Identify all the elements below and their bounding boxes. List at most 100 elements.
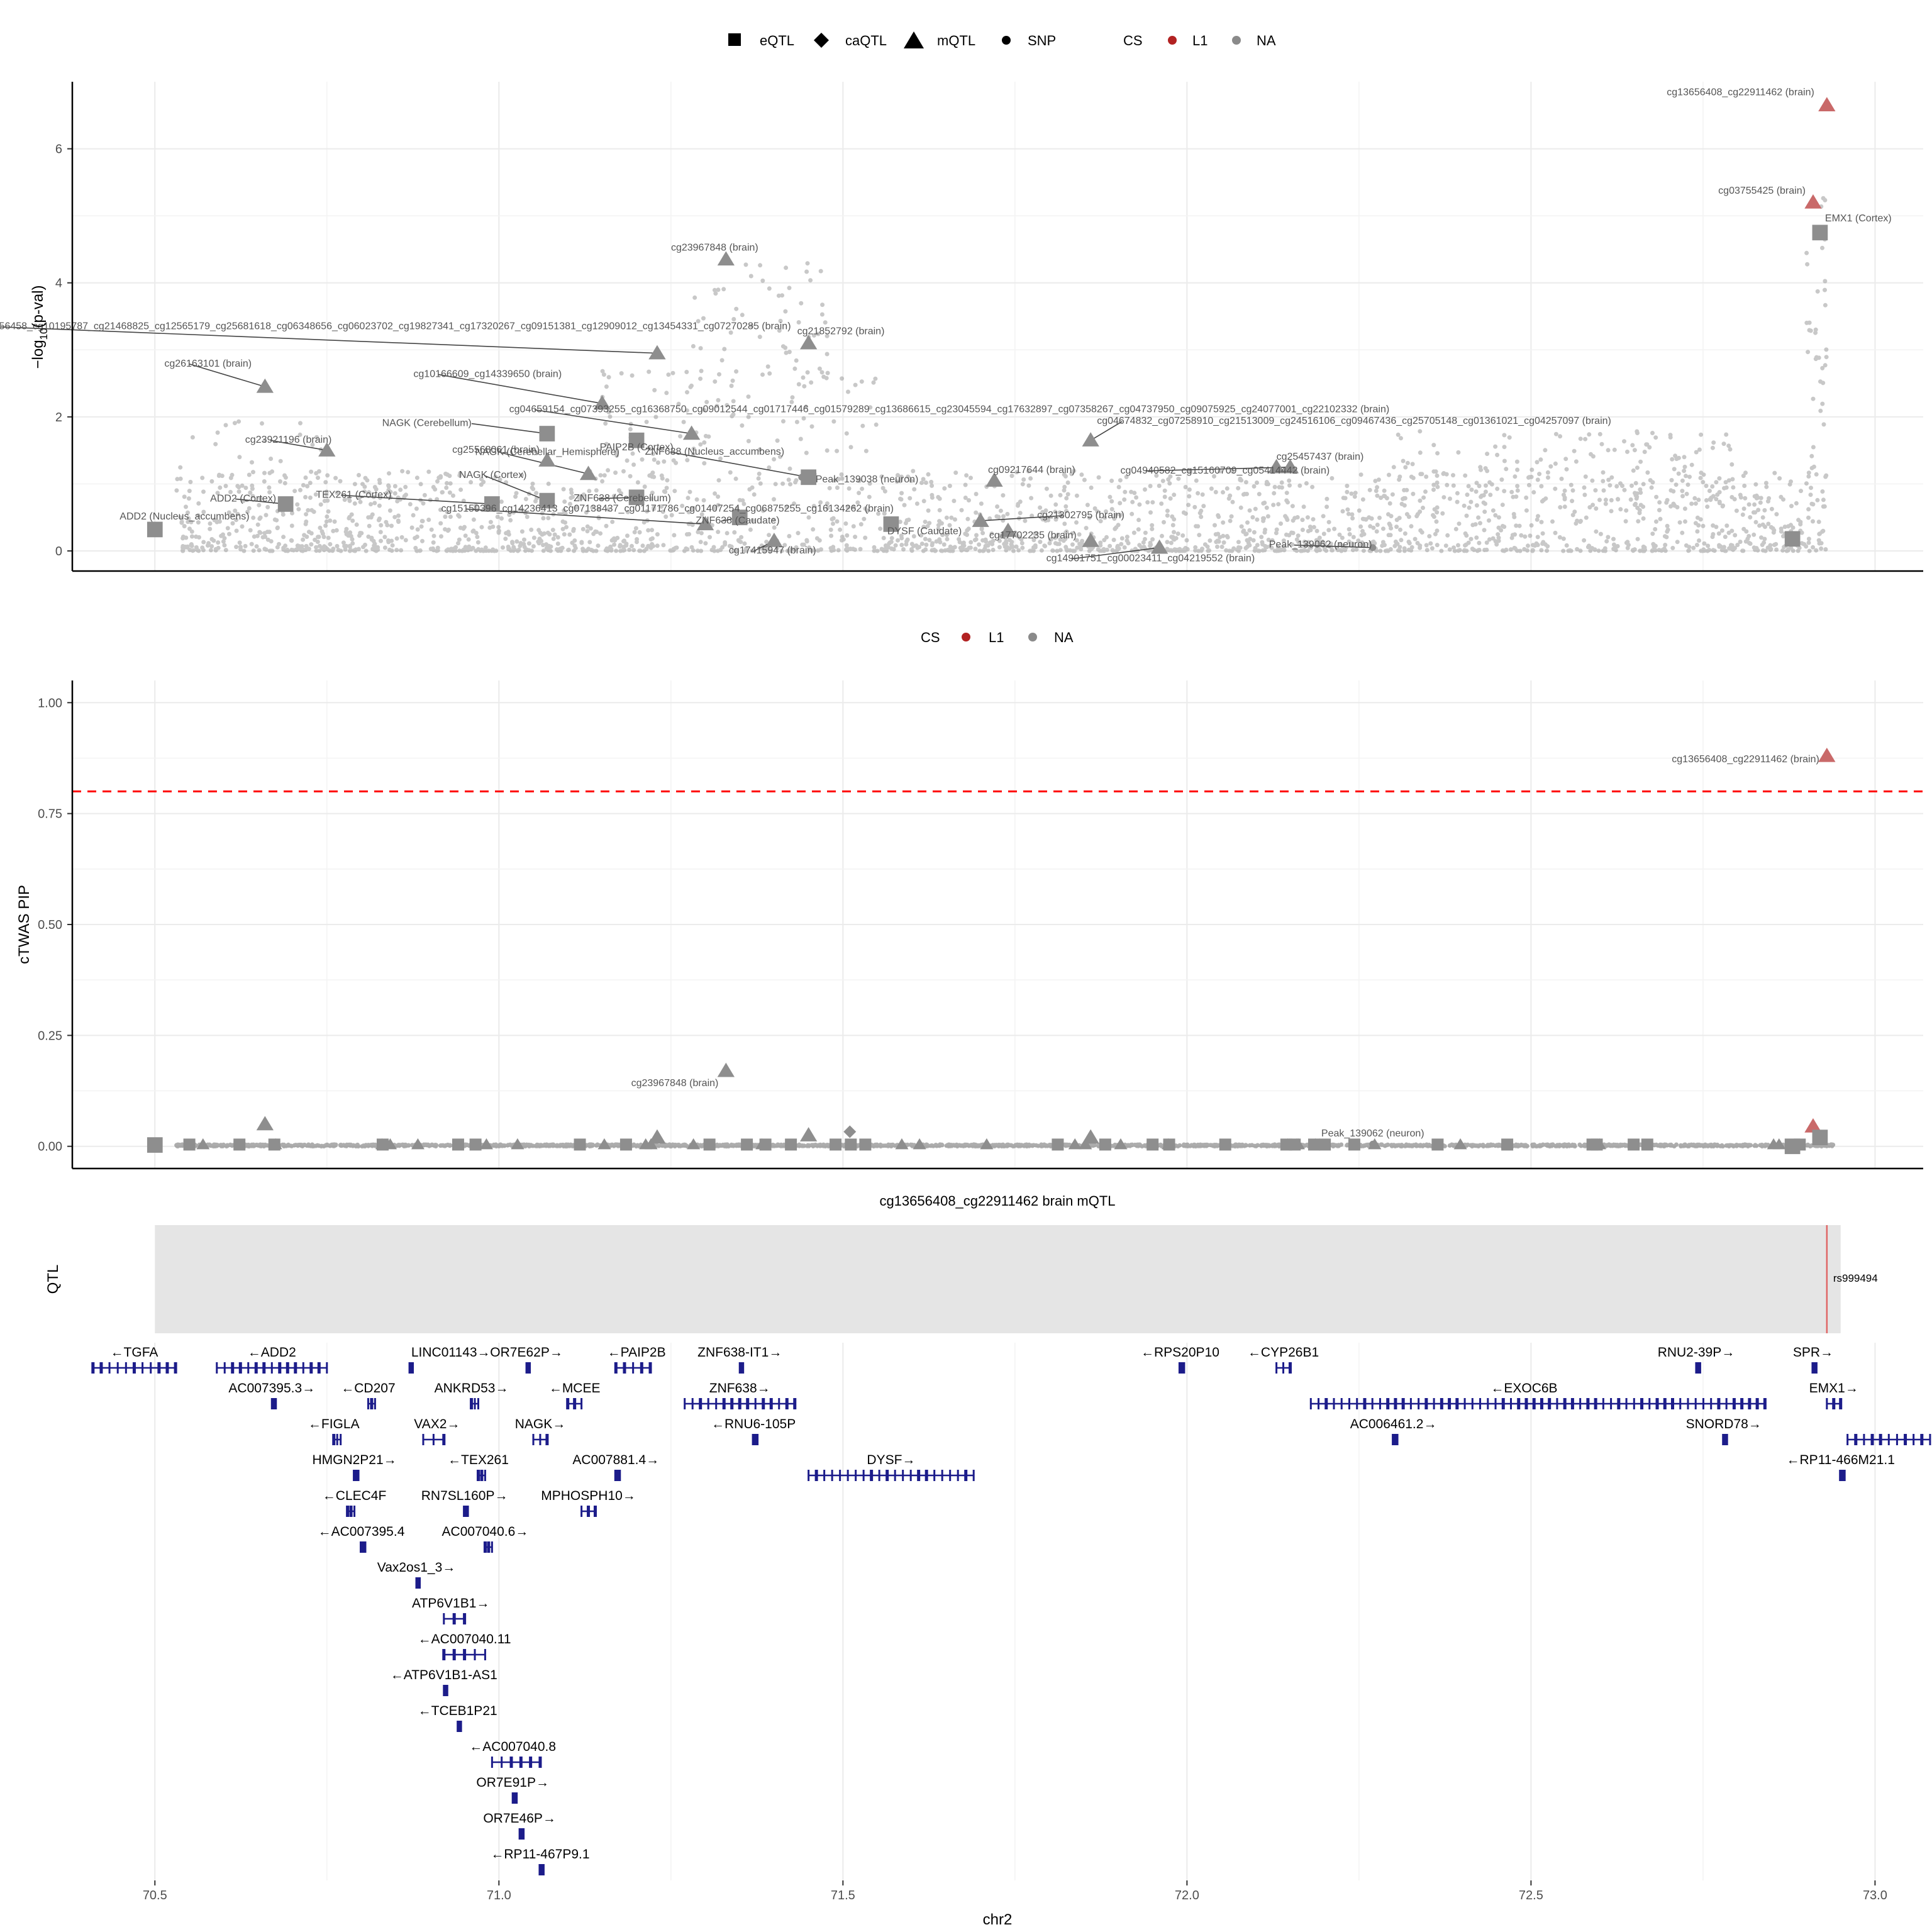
pip-baseline-marker xyxy=(479,1138,493,1150)
gene-exon xyxy=(460,1721,462,1732)
gene-exon xyxy=(1471,1398,1474,1409)
gene-exon xyxy=(336,1434,338,1445)
gene-exon xyxy=(254,1362,258,1374)
gene-exon xyxy=(1763,1398,1767,1409)
gene-exon xyxy=(839,1470,841,1481)
association-point-label: NAGK (Cortex) xyxy=(459,470,527,480)
gene-exon xyxy=(270,1398,273,1409)
pip-baseline-marker xyxy=(411,1138,425,1150)
gene-exon xyxy=(415,1577,418,1589)
gene-label: ←RPS20P10 xyxy=(1141,1345,1219,1360)
gene-exon xyxy=(1617,1398,1621,1409)
gene-feature: ←CD207 xyxy=(341,1381,396,1409)
association-point-label: DYSF (Caudate) xyxy=(887,526,962,536)
gene-label: OR7E62P→ xyxy=(490,1345,563,1360)
gene-exon xyxy=(618,1470,621,1481)
y-tick-label: 6 xyxy=(55,143,62,157)
gene-exon xyxy=(566,1398,570,1409)
gene-exon xyxy=(778,1398,780,1409)
association-point-label: cg04674832_cg07258910_cg21513009_cg24516… xyxy=(1097,416,1611,426)
pip-baseline-marker xyxy=(469,1138,482,1151)
gene-label: HMGN2P21→ xyxy=(312,1453,396,1467)
gene-exon xyxy=(150,1362,152,1374)
gene-exon xyxy=(417,1577,419,1589)
gene-feature: AC007395.3→ xyxy=(228,1381,315,1409)
association-point-triangle xyxy=(799,335,818,350)
gene-exon xyxy=(418,1577,421,1589)
gene-exon xyxy=(1409,1398,1412,1409)
gene-exon xyxy=(353,1470,357,1481)
gene-exon xyxy=(362,1541,364,1553)
pip-points xyxy=(147,747,1836,1155)
association-point-triangle xyxy=(765,533,783,547)
gene-exon xyxy=(1748,1398,1752,1409)
gene-exon xyxy=(443,1613,445,1624)
gene-exon xyxy=(1379,1398,1381,1409)
gene-exon xyxy=(353,1506,356,1517)
gene-exon xyxy=(309,1362,313,1374)
gene-exon xyxy=(823,1470,826,1481)
gene-feature: SNORD78→ xyxy=(1686,1417,1762,1445)
gene-label: LINC01143→ xyxy=(411,1345,491,1360)
pip-baseline-marker xyxy=(619,1138,632,1151)
association-leader-line xyxy=(980,515,1063,521)
background-snp-dots xyxy=(174,1142,1836,1149)
association-point-triangle xyxy=(1267,458,1285,474)
y-title-tail: (p-val) xyxy=(30,286,47,328)
pip-point-triangle xyxy=(799,1127,818,1141)
gene-exon xyxy=(99,1362,103,1374)
gene-exon xyxy=(363,1541,367,1553)
pip-baseline-marker xyxy=(703,1138,716,1151)
gene-exon xyxy=(1687,1398,1689,1409)
gene-exon xyxy=(1455,1398,1459,1409)
gene-exon xyxy=(539,1434,541,1445)
gene-exon xyxy=(746,1398,750,1409)
y-tick-label: 0.75 xyxy=(38,808,62,821)
pip-point-label: cg23967848 (brain) xyxy=(631,1078,719,1089)
gene-label: OR7E46P→ xyxy=(483,1811,556,1826)
legend-square-icon xyxy=(728,33,741,46)
gene-exon xyxy=(1929,1434,1931,1445)
association-leader-line xyxy=(466,508,706,525)
association-leader-line xyxy=(341,494,492,505)
pip-baseline-marker xyxy=(597,1138,611,1150)
gene-exon xyxy=(529,1757,533,1768)
association-point-label: cg25568061 (brain) xyxy=(452,445,540,455)
pip-legend-na-dot xyxy=(1028,633,1037,641)
association-point-label: Peak_139062 (neuron) xyxy=(1269,540,1372,550)
gene-label: AC007040.6→ xyxy=(442,1524,529,1539)
pip-point-circle xyxy=(1369,1140,1377,1148)
gene-exon xyxy=(699,1398,702,1409)
gene-exon xyxy=(1663,1398,1667,1409)
gene-exon xyxy=(1540,1398,1543,1409)
pip-baseline-marker xyxy=(1079,1138,1092,1150)
gene-exon xyxy=(614,1362,618,1374)
gene-exon xyxy=(1424,1398,1428,1409)
gene-exon xyxy=(91,1362,95,1374)
gene-label: ←TCEB1P21 xyxy=(418,1704,497,1718)
gene-exon xyxy=(532,1434,535,1445)
gene-exon xyxy=(1594,1398,1597,1409)
gene-exon xyxy=(1814,1362,1816,1374)
association-point-triangle xyxy=(256,378,274,393)
gene-exon xyxy=(1839,1398,1843,1409)
gene-exon xyxy=(470,1398,474,1409)
gene-exon xyxy=(1826,1398,1828,1409)
gene-feature xyxy=(1846,1434,1931,1445)
gene-exon xyxy=(442,1649,446,1660)
gene-exon xyxy=(484,1649,486,1660)
association-point-square xyxy=(628,489,645,506)
gene-exon xyxy=(1920,1434,1924,1445)
gene-exon xyxy=(769,1398,773,1409)
gene-exon xyxy=(1732,1398,1736,1409)
gene-feature: OR7E46P→ xyxy=(483,1811,556,1840)
gene-feature: ←EXOC6B xyxy=(1309,1381,1767,1409)
gene-exon xyxy=(360,1541,364,1553)
legend-l1-label: L1 xyxy=(1192,33,1208,48)
association-point-square xyxy=(731,509,748,526)
pip-baseline-marker xyxy=(1052,1138,1064,1151)
gene-exon xyxy=(294,1362,297,1374)
pip-point-label: Peak_139062 (neuron) xyxy=(1321,1128,1424,1139)
association-point-label: cg21302795 (brain) xyxy=(1037,510,1124,521)
gene-exon xyxy=(707,1398,709,1409)
